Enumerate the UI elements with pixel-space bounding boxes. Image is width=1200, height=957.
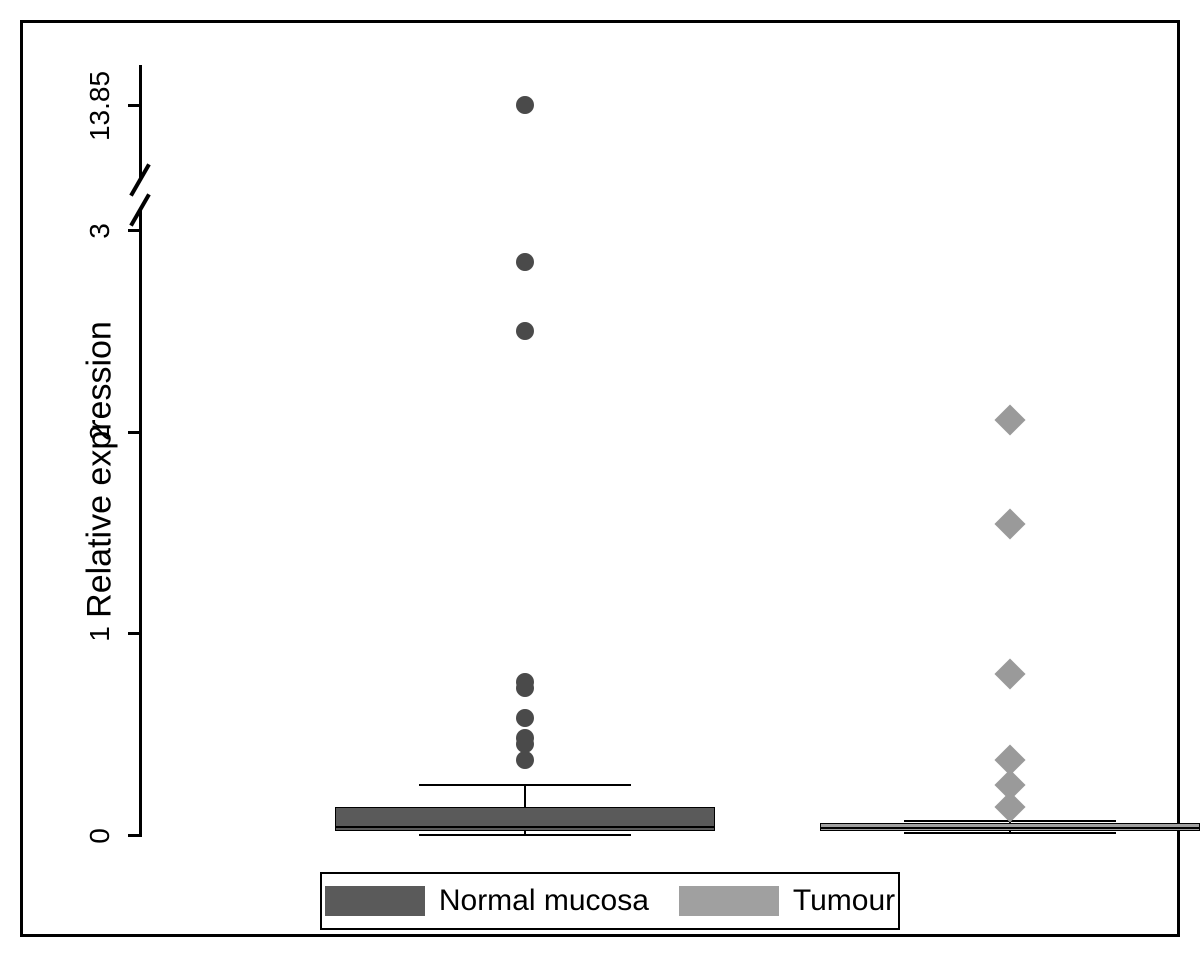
outlier-point (516, 751, 534, 769)
legend-item-normal: Normal mucosa (325, 884, 649, 918)
legend-label-tumour: Tumour (793, 884, 895, 918)
median-line (335, 826, 715, 828)
y-tick-label: 13.85 (84, 61, 116, 151)
whisker-cap (419, 784, 632, 786)
outlier-point (516, 253, 534, 271)
y-tick-label: 1 (84, 604, 116, 664)
y-tick (128, 431, 140, 434)
y-tick (128, 229, 140, 232)
outlier-point (516, 709, 534, 727)
y-tick (128, 104, 140, 107)
y-axis-line-lower (139, 210, 142, 837)
whisker-cap (904, 832, 1117, 834)
whisker-cap (419, 834, 632, 836)
outlier-point (516, 322, 534, 340)
legend-label-normal: Normal mucosa (439, 884, 649, 918)
outlier-point (516, 96, 534, 114)
y-tick-label: 2 (84, 403, 116, 463)
legend: Normal mucosa Tumour (320, 872, 900, 930)
legend-item-tumour: Tumour (679, 884, 895, 918)
whisker (524, 785, 526, 807)
y-axis-title: Relative expression (81, 300, 120, 640)
y-axis-line-upper (139, 65, 142, 180)
outlier-point (516, 729, 534, 747)
y-tick-label: 3 (84, 201, 116, 261)
legend-swatch-tumour (679, 886, 779, 916)
outlier-point (516, 673, 534, 691)
y-tick (128, 834, 140, 837)
legend-swatch-normal (325, 886, 425, 916)
plot-area (140, 55, 1150, 835)
y-tick-label: 0 (84, 806, 116, 866)
median-line (820, 827, 1200, 829)
y-tick (128, 632, 140, 635)
